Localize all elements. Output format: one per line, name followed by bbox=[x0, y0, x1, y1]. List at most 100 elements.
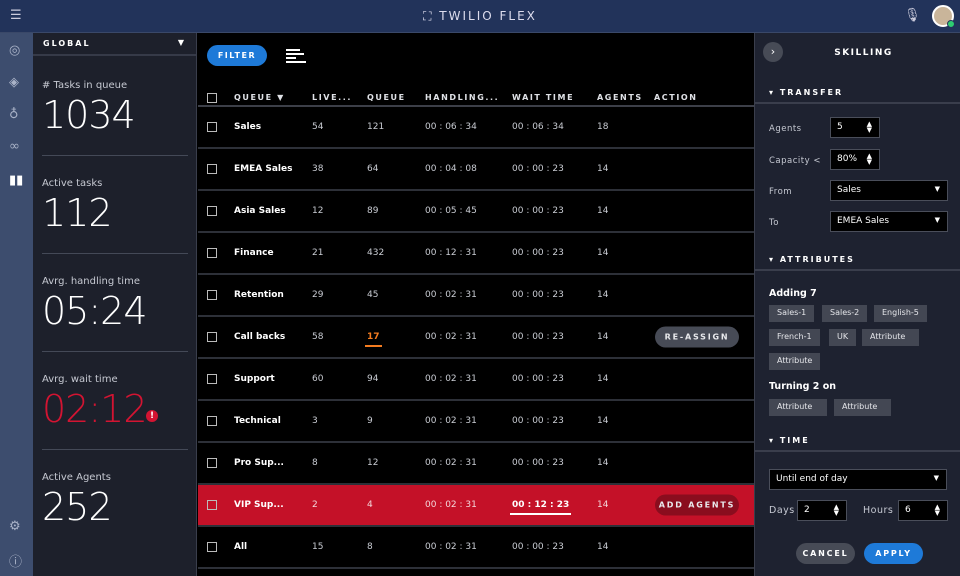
chevron-down-icon: ▼ bbox=[934, 185, 940, 193]
row-checkbox[interactable] bbox=[207, 500, 217, 510]
live-count: 15 bbox=[312, 542, 324, 552]
section-transfer[interactable]: ▾ TRANSFER bbox=[755, 84, 960, 104]
to-select[interactable]: EMEA Sales ▼ bbox=[830, 211, 948, 232]
attribute-tag[interactable]: Sales-2 bbox=[822, 305, 868, 322]
table-row[interactable]: Asia Sales 12 89 00 : 05 : 45 00 : 00 : 23 14 bbox=[198, 191, 754, 233]
to-label: To bbox=[769, 218, 779, 228]
days-stepper[interactable]: 2 ▲ ▼ bbox=[797, 500, 847, 521]
bar-chart-icon[interactable]: ▮▮ bbox=[9, 173, 24, 188]
table-row[interactable]: VIP Sup... 2 4 00 : 02 : 31 00 : 12 : 23 14 AD… bbox=[198, 485, 754, 527]
section-attributes[interactable]: ▾ ATTRIBUTES bbox=[755, 251, 960, 271]
apply-button[interactable]: APPLY bbox=[864, 543, 923, 564]
sort-lines-icon[interactable] bbox=[286, 49, 306, 65]
column-handling[interactable]: HANDLING... bbox=[425, 93, 500, 102]
reassign-button[interactable]: RE-ASSIGN bbox=[655, 326, 739, 348]
hamburger-icon[interactable]: ☰ bbox=[10, 8, 22, 23]
attribute-tag[interactable]: Attribute bbox=[862, 329, 919, 346]
gear-icon[interactable]: ⚙ bbox=[9, 519, 21, 534]
attribute-tag[interactable]: French-1 bbox=[769, 329, 820, 346]
stat-active-agents: Active Agents 252 bbox=[42, 472, 113, 529]
wait-time: 00 : 00 : 23 bbox=[512, 458, 564, 468]
table-row[interactable]: Sales 54 121 00 : 06 : 34 00 : 06 : 34 18 bbox=[198, 107, 754, 149]
column-queue-name[interactable]: QUEUE ▼ bbox=[234, 93, 285, 102]
row-checkbox[interactable] bbox=[207, 290, 217, 300]
glasses-icon[interactable]: ∞ bbox=[9, 139, 20, 154]
table-row[interactable]: Retention 29 45 00 : 02 : 31 00 : 00 : 23 14 bbox=[198, 275, 754, 317]
column-wait-time[interactable]: WAIT TIME bbox=[512, 93, 575, 102]
row-checkbox[interactable] bbox=[207, 458, 217, 468]
compass-icon[interactable]: ◎ bbox=[9, 43, 21, 58]
table-row[interactable]: EMEA Sales 38 64 00 : 04 : 08 00 : 00 : 23 14 bbox=[198, 149, 754, 191]
row-checkbox[interactable] bbox=[207, 164, 217, 174]
stepper-icon[interactable]: ▲ ▼ bbox=[833, 503, 839, 517]
live-count: 3 bbox=[312, 416, 318, 426]
agents-count: 14 bbox=[597, 332, 609, 342]
stepper-icon[interactable]: ▲ ▼ bbox=[866, 152, 872, 166]
row-checkbox[interactable] bbox=[207, 206, 217, 216]
attribute-tag[interactable]: UK bbox=[829, 329, 857, 346]
agents-count: 14 bbox=[597, 458, 609, 468]
app-title: ⛶ TWILIO FLEX bbox=[423, 9, 537, 23]
filter-button[interactable]: FILTER bbox=[207, 45, 267, 66]
queue-count: 121 bbox=[367, 122, 385, 132]
queue-count: 17 bbox=[365, 332, 382, 347]
live-count: 29 bbox=[312, 290, 324, 300]
stepper-icon[interactable]: ▲ ▼ bbox=[866, 120, 872, 134]
row-checkbox[interactable] bbox=[207, 542, 217, 552]
row-checkbox[interactable] bbox=[207, 374, 217, 384]
select-all-checkbox[interactable] bbox=[207, 93, 217, 103]
column-live[interactable]: LIVE... bbox=[312, 93, 353, 102]
microphone-icon[interactable]: 🎙︎ bbox=[904, 8, 921, 23]
avatar[interactable] bbox=[932, 5, 955, 28]
agents-count: 14 bbox=[597, 416, 609, 426]
top-bar: ☰ ⛶ TWILIO FLEX 🎙︎ bbox=[0, 0, 960, 33]
table-row[interactable]: Call backs 58 17 00 : 02 : 31 00 : 00 : 23 14… bbox=[198, 317, 754, 359]
lightbulb-icon[interactable]: ♁ bbox=[9, 107, 19, 122]
wait-time: 00 : 00 : 23 bbox=[512, 290, 564, 300]
twilio-logo-icon: ⛶ bbox=[423, 9, 440, 23]
stat-active-tasks: Active tasks 112 bbox=[42, 156, 188, 254]
row-checkbox[interactable] bbox=[207, 416, 217, 426]
queue-name: Sales bbox=[234, 122, 262, 132]
capacity-stepper[interactable]: 80% ▲ ▼ bbox=[830, 149, 880, 170]
agents-count: 14 bbox=[597, 164, 609, 174]
attribute-tag[interactable]: English-5 bbox=[874, 305, 927, 322]
attribute-tag[interactable]: Attribute bbox=[769, 399, 827, 416]
handling-time: 00 : 02 : 31 bbox=[425, 542, 477, 552]
alert-icon: ! bbox=[146, 410, 158, 422]
row-checkbox[interactable] bbox=[207, 122, 217, 132]
help-icon[interactable]: ⓘ bbox=[9, 555, 23, 570]
table-row[interactable]: Support 60 94 00 : 02 : 31 00 : 00 : 23 14 bbox=[198, 359, 754, 401]
agents-count: 18 bbox=[597, 122, 609, 132]
capacity-label: Capacity < bbox=[769, 156, 821, 166]
handling-time: 00 : 02 : 31 bbox=[425, 290, 477, 300]
table-row[interactable]: All 15 8 00 : 02 : 31 00 : 00 : 23 14 bbox=[198, 527, 754, 569]
time-select[interactable]: Until end of day ▼ bbox=[769, 469, 947, 490]
attribute-tag[interactable]: Attribute bbox=[769, 353, 821, 370]
wait-time: 00 : 00 : 23 bbox=[512, 374, 564, 384]
agents-stepper[interactable]: 5 ▲ ▼ bbox=[830, 117, 880, 138]
column-agents[interactable]: AGENTS bbox=[597, 93, 643, 102]
agents-count: 14 bbox=[597, 374, 609, 384]
row-checkbox[interactable] bbox=[207, 248, 217, 258]
wait-time: 00 : 12 : 23 bbox=[509, 500, 572, 515]
from-select[interactable]: Sales ▼ bbox=[830, 180, 948, 201]
stepper-icon[interactable]: ▲ ▼ bbox=[934, 503, 940, 517]
table-row[interactable]: Technical 3 9 00 : 02 : 31 00 : 00 : 23 14 bbox=[198, 401, 754, 443]
stat-handling-time: Avrg. handling time 05:24 bbox=[42, 254, 188, 352]
column-queue[interactable]: QUEUE bbox=[367, 93, 406, 102]
layers-icon[interactable]: ◈ bbox=[9, 75, 19, 90]
hours-stepper[interactable]: 6 ▲ ▼ bbox=[898, 500, 948, 521]
chevron-right-icon[interactable]: › bbox=[763, 42, 783, 62]
attribute-tag[interactable]: Attribute bbox=[834, 399, 891, 416]
scope-select[interactable]: GLOBAL ▼ bbox=[33, 33, 196, 56]
attribute-tag[interactable]: Sales-1 bbox=[769, 305, 815, 322]
section-time[interactable]: ▾ TIME bbox=[755, 432, 960, 452]
cancel-button[interactable]: CANCEL bbox=[796, 543, 855, 564]
wait-time: 00 : 00 : 23 bbox=[512, 542, 564, 552]
add-agents-button[interactable]: ADD AGENTS bbox=[655, 494, 739, 516]
row-checkbox[interactable] bbox=[207, 332, 217, 342]
table-row[interactable]: Finance 21 432 00 : 12 : 31 00 : 00 : 23 14 bbox=[198, 233, 754, 275]
handling-time: 00 : 06 : 34 bbox=[425, 122, 477, 132]
table-row[interactable]: Pro Sup... 8 12 00 : 02 : 31 00 : 00 : 23 14 bbox=[198, 443, 754, 485]
